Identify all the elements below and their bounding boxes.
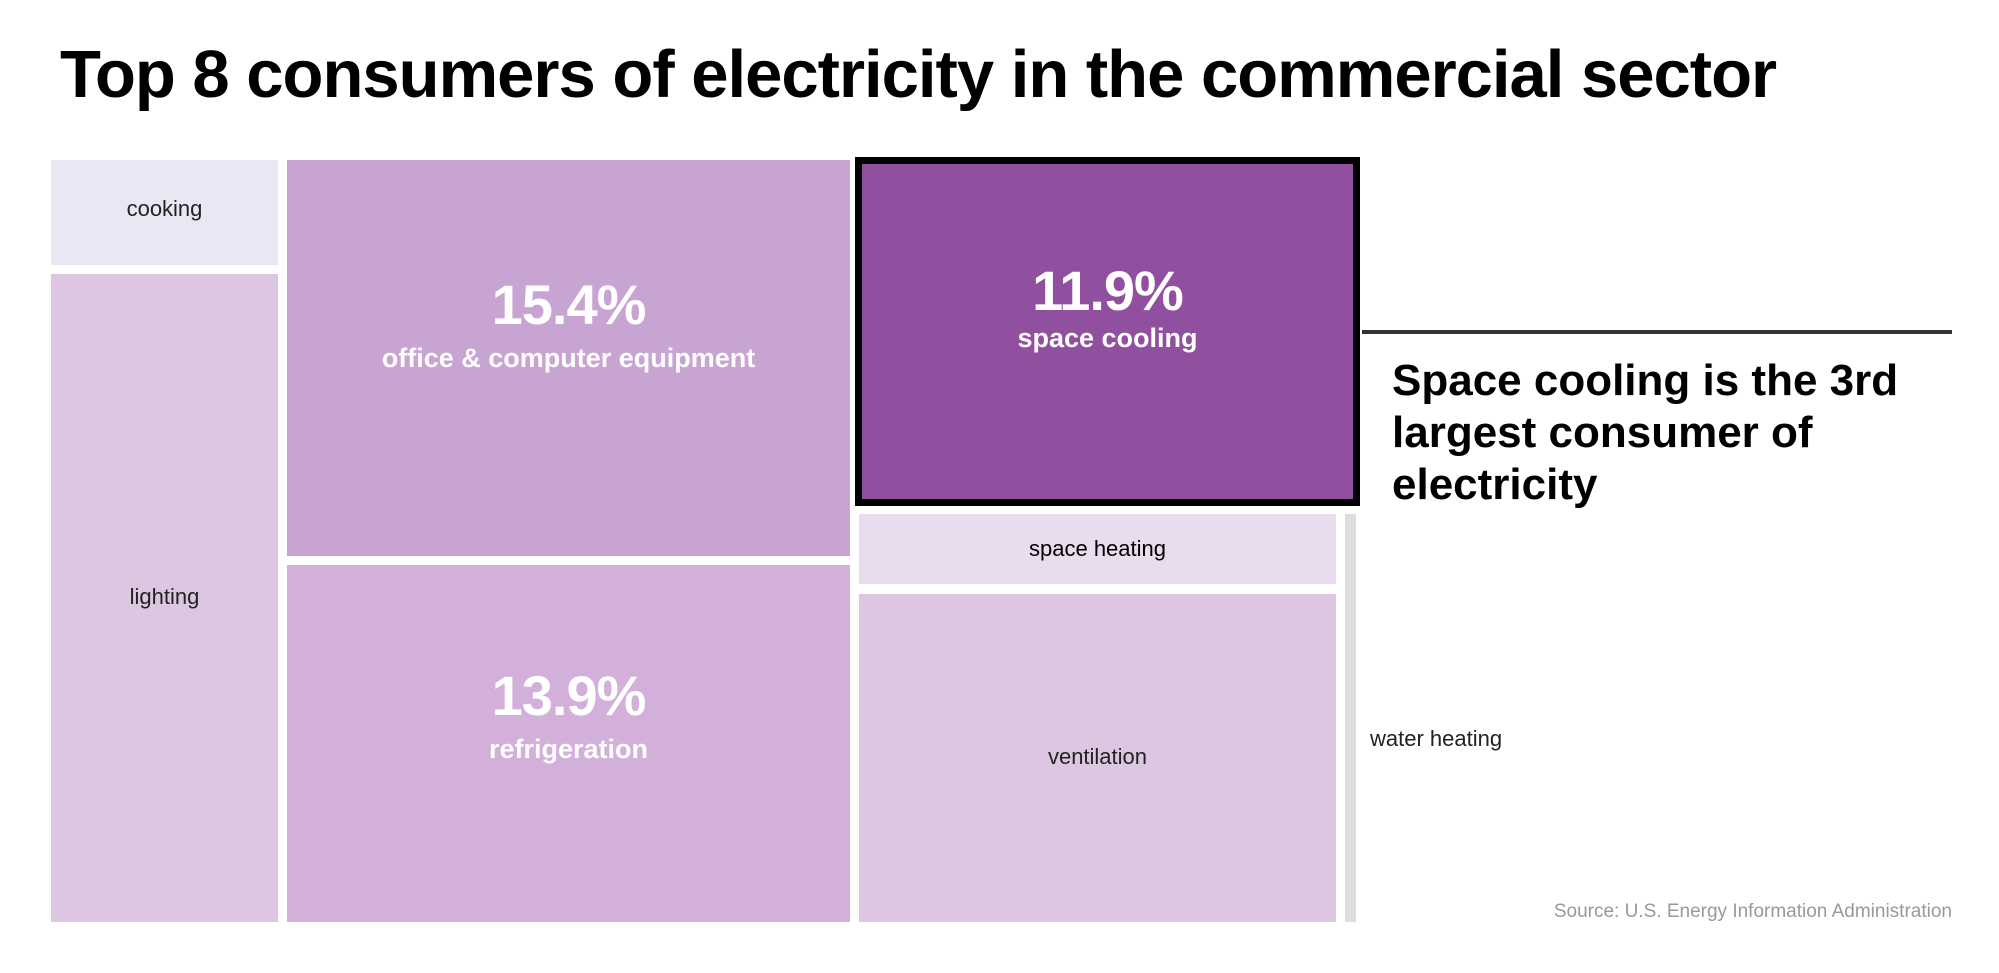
treemap-cell-lighting: lighting	[51, 274, 278, 922]
treemap-cell-cooking: cooking	[51, 160, 278, 265]
cell-label-space-heating: space heating	[1029, 536, 1166, 561]
cell-label-refrigeration: refrigeration	[488, 734, 649, 764]
treemap-cell-water-heating	[1345, 514, 1356, 922]
treemap-cell-space-heating: space heating	[859, 514, 1336, 584]
treemap-cell-ventilation: ventilation	[859, 594, 1336, 922]
treemap-cell-space-cooling: 11.9% space cooling	[855, 157, 1360, 506]
source-note: Source: U.S. Energy Information Administ…	[1553, 901, 1952, 922]
cell-label-office: office & computer equipment	[381, 343, 756, 373]
chart-title: Top 8 consumers of electricity in the co…	[60, 37, 1777, 112]
callout-line	[1362, 330, 1952, 334]
cell-label-lighting: lighting	[129, 584, 200, 609]
cell-value-space-cooling: 11.9%	[1032, 259, 1184, 322]
cell-label-space-cooling: space cooling	[1017, 323, 1198, 353]
callout-text: Space cooling is the 3rd largest consume…	[1392, 356, 1899, 509]
cell-label-cooking: cooking	[126, 196, 203, 221]
cell-label-ventilation: ventilation	[1047, 744, 1148, 769]
treemap-cell-office: 15.4% office & computer equipment	[287, 160, 850, 556]
cell-label-water-heating: water heating	[1370, 726, 1503, 751]
cell-value-refrigeration: 13.9%	[491, 664, 647, 727]
cell-value-office: 15.4%	[491, 273, 647, 336]
treemap-cell-refrigeration: 13.9% refrigeration	[287, 565, 850, 922]
